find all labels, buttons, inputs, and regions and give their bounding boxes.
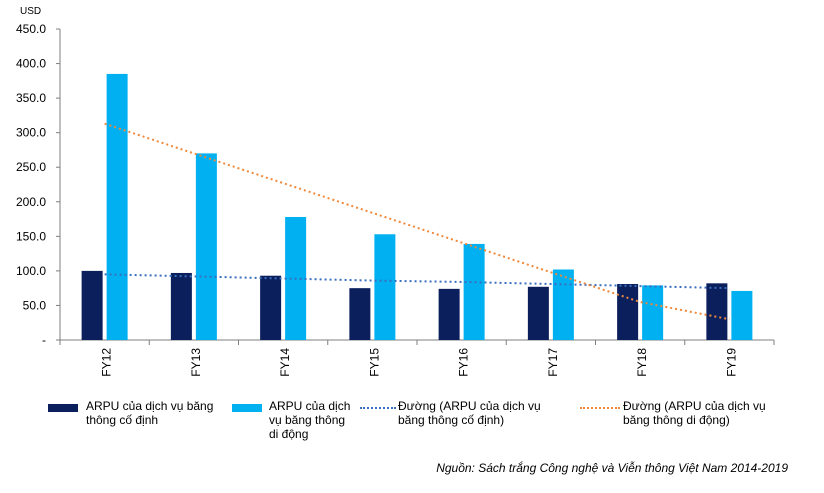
- x-tick-label: FY14: [278, 348, 292, 377]
- bar-mobile-arpu: [374, 234, 396, 340]
- legend-label-mobile-arpu: ARPU của dịch vụ băng thông di động: [269, 399, 351, 441]
- bar-fixed-arpu: [170, 272, 192, 340]
- y-tick-label: 300.0: [16, 126, 46, 140]
- bar-fixed-arpu: [706, 283, 728, 340]
- x-tick-label: FY12: [100, 348, 114, 377]
- y-tick-label: 100.0: [16, 264, 46, 278]
- y-tick-label: 200.0: [16, 195, 46, 209]
- bar-fixed-arpu: [81, 270, 103, 340]
- y-axis: - 50.0 100.0 150.0 200.0 250.0 300.0 350.0 400.0…: [16, 22, 61, 347]
- trend-lines: [104, 122, 730, 321]
- y-tick-label: 250.0: [16, 160, 46, 174]
- bar-fixed-arpu: [349, 288, 371, 340]
- bar-mobile-arpu: [642, 285, 664, 340]
- y-unit-label: USD: [20, 6, 41, 17]
- y-tick-label: 450.0: [16, 22, 46, 36]
- y-tick-label: -: [42, 333, 46, 347]
- y-tick-label: 350.0: [16, 91, 46, 105]
- y-tick-label: 400.0: [16, 57, 46, 71]
- source-note: Nguồn: Sách trắng Công nghệ và Viễn thôn…: [436, 461, 788, 475]
- bar-mobile-arpu: [731, 290, 753, 340]
- bar-fixed-arpu: [438, 288, 460, 340]
- bar-mobile-arpu: [106, 73, 128, 340]
- legend-label-fixed-trend: Đường (ARPU của dịch vụ băng thông cố đị…: [398, 399, 541, 427]
- bar-mobile-arpu: [552, 269, 574, 340]
- y-tick-label: 150.0: [16, 229, 46, 243]
- chart: USD - 50.0 100.0 150.0 200.0 250.0 300.0 350.0 4…: [16, 6, 775, 377]
- legend-swatch-fixed-arpu: [48, 404, 78, 412]
- x-tick-label: FY17: [546, 348, 560, 377]
- x-tick-label: FY19: [724, 348, 738, 377]
- x-axis: FY12 FY13 FY14 FY15 FY16 FY17 FY18 FY19: [59, 339, 775, 377]
- trend-line-fixed-arpu: [104, 273, 730, 290]
- legend-swatch-fixed-trend: [360, 407, 396, 409]
- bar-mobile-arpu: [195, 153, 217, 340]
- x-tick-label: FY13: [189, 348, 203, 377]
- x-tick-label: FY15: [367, 348, 381, 377]
- bars: [81, 73, 753, 340]
- legend-swatch-mobile-arpu: [232, 404, 262, 412]
- bar-fixed-arpu: [260, 275, 282, 340]
- legend-swatch-mobile-trend: [580, 407, 620, 409]
- x-tick-label: FY18: [635, 348, 649, 377]
- legend-label-fixed-arpu: ARPU của dịch vụ băng thông cố định: [86, 399, 214, 427]
- y-tick-label: 50.0: [23, 298, 47, 312]
- x-tick-label: FY16: [457, 348, 471, 377]
- legend-label-mobile-trend: Đường (ARPU của dịch vụ băng thông di độ…: [623, 399, 766, 427]
- bar-fixed-arpu: [527, 286, 549, 340]
- bar-fixed-arpu: [617, 284, 639, 340]
- bar-mobile-arpu: [463, 243, 485, 340]
